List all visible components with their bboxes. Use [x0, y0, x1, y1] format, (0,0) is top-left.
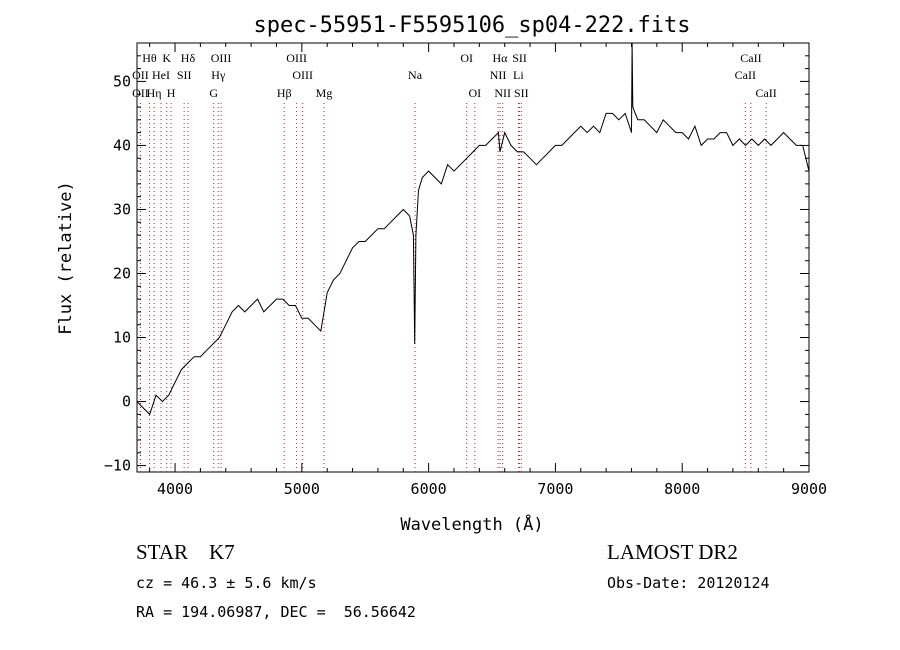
- x-tick-label: 6000: [411, 480, 447, 498]
- x-axis-label: Wavelength (Å): [400, 513, 543, 535]
- y-axis-label: Flux (relative): [56, 181, 76, 335]
- obs-date: Obs-Date: 20120124: [607, 574, 770, 592]
- spectral-line-label: G: [209, 86, 218, 100]
- spectral-line-label: H: [167, 86, 176, 100]
- star-class: STAR K7: [136, 540, 235, 564]
- emission-lines: [139, 103, 767, 472]
- y-tick-label: 30: [113, 200, 131, 218]
- x-tick-label: 9000: [791, 480, 827, 498]
- redshift-cz: cz = 46.3 ± 5.6 km/s: [136, 574, 317, 592]
- chart-title: spec-55951-F5595106_sp04-222.fits: [253, 13, 690, 38]
- ra-dec: RA = 194.06987, DEC = 56.56642: [136, 603, 416, 621]
- y-tick-label: 20: [113, 265, 131, 283]
- x-tick-label: 7000: [537, 480, 573, 498]
- y-tick-label: 0: [122, 393, 131, 411]
- spectral-line-label: OI: [468, 86, 481, 100]
- spectral-line-label: SII: [514, 86, 529, 100]
- spectral-line-label: Hα: [493, 51, 509, 65]
- spectral-line-label: NII: [490, 68, 507, 82]
- spectrum-line: [136, 42, 810, 416]
- spectral-line-label: CaII: [740, 51, 761, 65]
- spectral-line-label: Hη: [147, 86, 162, 100]
- x-tick-label: 5000: [284, 480, 320, 498]
- spectral-line-label: NII: [494, 86, 511, 100]
- spectral-line-label: K: [162, 51, 171, 65]
- spectral-line-label: CaII: [755, 86, 776, 100]
- spectral-line-label: OI: [460, 51, 473, 65]
- x-tick-label: 4000: [157, 480, 193, 498]
- y-tick-label: 40: [113, 136, 131, 154]
- spectral-line-label: CaII: [735, 68, 756, 82]
- spectral-line-label: HeI: [152, 68, 170, 82]
- plot-frame: [136, 42, 810, 473]
- spectral-line-label: Mg: [316, 86, 333, 100]
- spectral-line-label: Li: [513, 68, 524, 82]
- x-axis: 4000 5000 6000 7000 8000 9000: [149, 43, 827, 498]
- survey-name: LAMOST DR2: [607, 540, 738, 564]
- spectral-line-label: SII: [512, 51, 527, 65]
- x-tick-label: 8000: [664, 480, 700, 498]
- y-tick-label: 10: [113, 329, 131, 347]
- y-axis: −10 0 10 20 30 40 50: [104, 55, 809, 475]
- spectral-line-label: SII: [177, 68, 192, 82]
- spectral-line-label: OIII: [292, 68, 313, 82]
- spectral-line-label: Hθ: [142, 51, 157, 65]
- spectral-line-label: Hβ: [277, 86, 292, 100]
- y-tick-label: −10: [104, 457, 131, 475]
- spectral-line-label: OIII: [286, 51, 307, 65]
- y-tick-label: 50: [113, 72, 131, 90]
- spectral-line-label: Hγ: [211, 68, 226, 82]
- spectral-line-label: Na: [408, 68, 423, 82]
- spectral-line-label: OII: [132, 86, 149, 100]
- spectral-line-label: OII: [132, 68, 149, 82]
- spectral-line-label: Hδ: [181, 51, 196, 65]
- spectral-line-label: OIII: [211, 51, 232, 65]
